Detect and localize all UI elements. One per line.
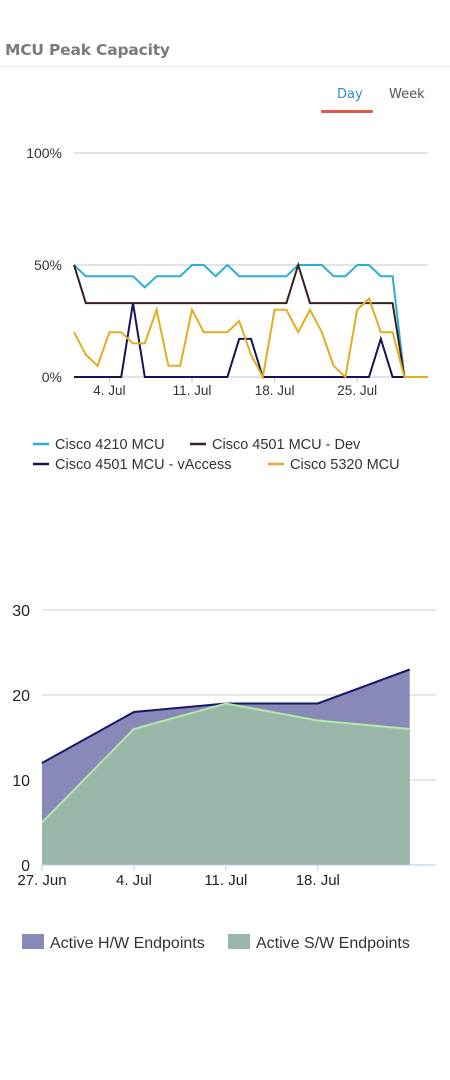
series-area <box>42 703 410 865</box>
legend-label: Cisco 4501 MCU - Dev <box>212 437 361 453</box>
x-tick-label: 25. Jul <box>337 383 377 398</box>
x-tick-label: 4. Jul <box>116 872 152 889</box>
x-tick-label: 27. Jun <box>17 872 66 889</box>
x-tick-label: 18. Jul <box>296 872 340 889</box>
line-chart-mcu-capacity: 0% 50% 100% 4. Jul 11. Jul 18. Jul 25. Jul Cisc… <box>26 145 428 473</box>
series-line <box>73 263 428 378</box>
legend-label: Active H/W Endpoints <box>50 935 205 952</box>
tab-week[interactable]: Week <box>389 87 425 102</box>
legend-label: Cisco 5320 MCU <box>290 457 400 473</box>
series-line <box>74 302 428 378</box>
legend-label: Cisco 4210 MCU <box>55 437 165 453</box>
x-tick-label: 11. Jul <box>173 383 212 398</box>
legend-swatch <box>22 934 44 949</box>
y-tick-label: 50% <box>34 257 62 273</box>
y-tick-label: 30 <box>12 603 30 620</box>
series-line <box>73 296 428 381</box>
panel-header: MCU Peak Capacity <box>0 0 450 67</box>
legend-swatch <box>228 934 250 949</box>
y-tick-label: 10 <box>12 773 30 790</box>
x-tick-label: 11. Jul <box>204 872 247 889</box>
area-chart-endpoints: 0 10 20 30 27. Jun 4. Jul 11. Jul 18. Jul Active… <box>12 603 436 952</box>
panel-title: MCU Peak Capacity <box>5 41 170 59</box>
tab-day[interactable]: Day <box>337 87 363 102</box>
x-tick-label: 18. Jul <box>255 383 295 398</box>
x-tick-label: 4. Jul <box>93 383 125 398</box>
active-tab-indicator <box>321 110 373 113</box>
y-tick-label: 0% <box>42 369 62 385</box>
y-tick-label: 20 <box>12 688 30 705</box>
y-tick-label: 100% <box>26 145 62 161</box>
series-line <box>41 702 410 824</box>
legend-label: Cisco 4501 MCU - vAccess <box>55 457 231 473</box>
y-tick-label: 0 <box>21 858 30 875</box>
legend-label: Active S/W Endpoints <box>256 935 410 952</box>
